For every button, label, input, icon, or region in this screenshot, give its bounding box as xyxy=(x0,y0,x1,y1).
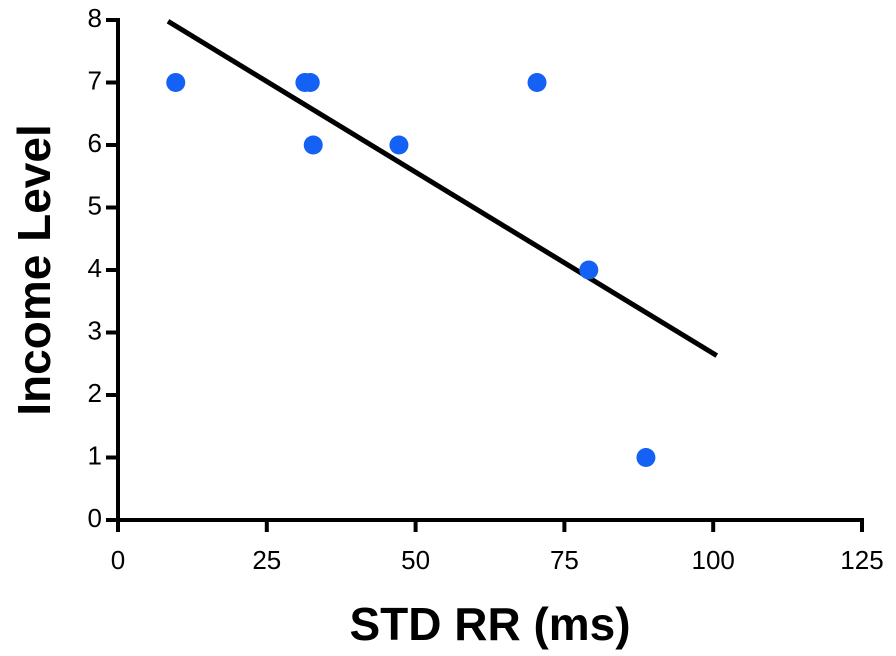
x-tick-label: 125 xyxy=(840,545,883,575)
x-tick-label: 25 xyxy=(252,545,281,575)
point xyxy=(636,448,656,467)
point xyxy=(166,73,186,92)
y-tick-label: 5 xyxy=(88,190,102,220)
x-axis-title: STD RR (ms) xyxy=(349,598,630,650)
x-tick-label: 100 xyxy=(692,545,735,575)
y-tick-label: 0 xyxy=(88,503,102,533)
y-tick-label: 3 xyxy=(88,315,102,345)
y-tick-label: 1 xyxy=(88,440,102,470)
y-tick-label: 6 xyxy=(88,128,102,158)
y-tick-label: 7 xyxy=(88,65,102,95)
y-tick-label: 4 xyxy=(88,253,102,283)
x-tick-label: 0 xyxy=(111,545,125,575)
x-tick-label: 75 xyxy=(550,545,579,575)
point xyxy=(579,260,599,280)
point xyxy=(300,73,320,92)
point xyxy=(389,135,409,155)
fit-line xyxy=(166,19,719,358)
x-tick-label: 50 xyxy=(401,545,430,575)
y-tick-label: 8 xyxy=(88,3,102,33)
y-tick-label: 2 xyxy=(88,378,102,408)
point xyxy=(303,135,323,155)
y-axis-title: Income Level xyxy=(8,124,60,415)
point xyxy=(527,73,547,92)
